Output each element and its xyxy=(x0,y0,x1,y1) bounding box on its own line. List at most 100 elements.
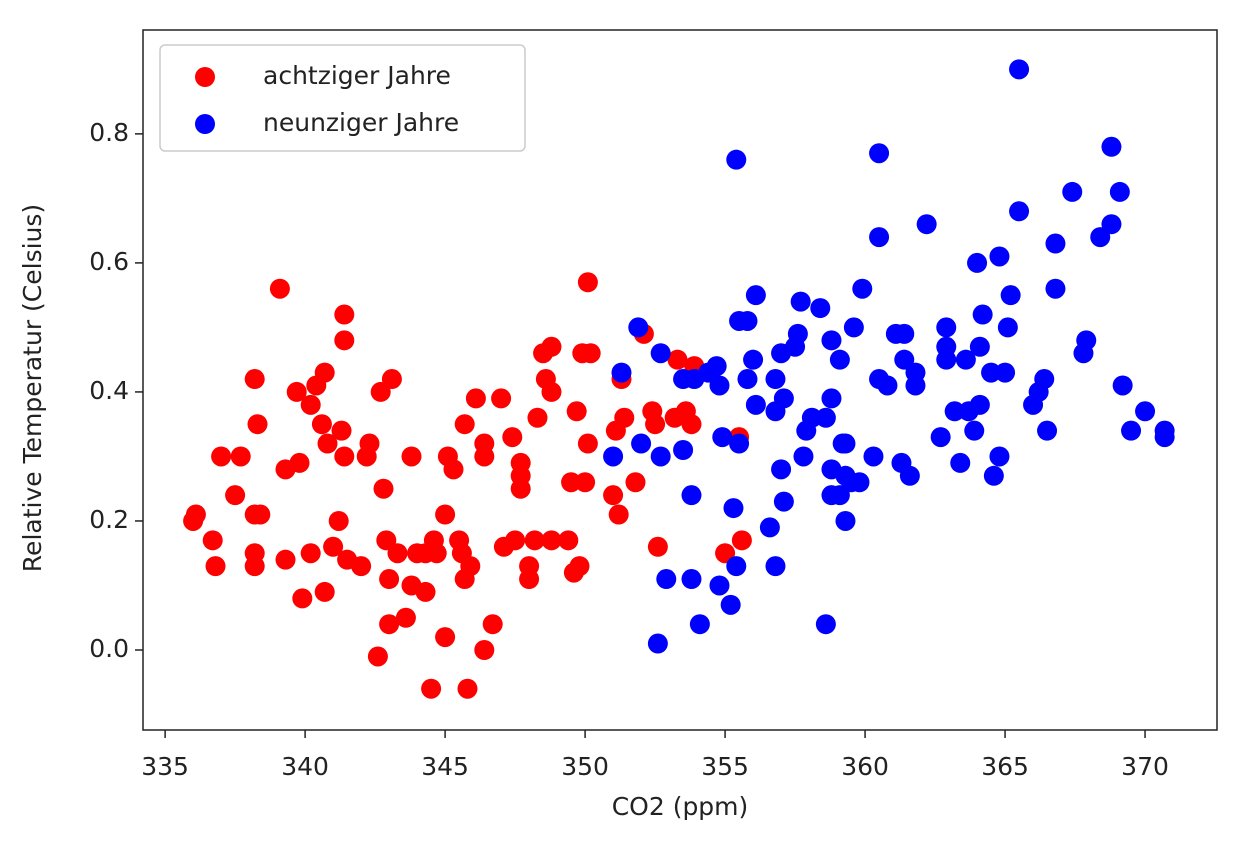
scatter-point xyxy=(737,310,758,331)
legend-marker xyxy=(195,114,215,134)
scatter-point xyxy=(603,446,624,467)
scatter-point xyxy=(435,627,456,648)
scatter-point xyxy=(1090,227,1111,248)
scatter-point xyxy=(300,394,321,415)
scatter-point xyxy=(989,446,1010,467)
scatter-point xyxy=(681,485,702,506)
scatter-point xyxy=(1034,369,1055,390)
scatter-point xyxy=(905,362,926,383)
plot-frame xyxy=(142,29,1218,731)
scatter-point xyxy=(967,252,988,273)
scatter-point xyxy=(465,388,486,409)
scatter-point xyxy=(367,646,388,667)
x-tick-label: 365 xyxy=(981,752,1029,781)
scatter-point xyxy=(1000,285,1021,306)
scatter-point xyxy=(745,285,766,306)
scatter-point xyxy=(628,317,649,338)
scatter-point xyxy=(314,581,335,602)
scatter-point xyxy=(474,446,495,467)
legend-box xyxy=(159,44,526,152)
scatter-point xyxy=(869,143,890,164)
scatter-point xyxy=(647,633,668,654)
scatter-point xyxy=(443,459,464,480)
x-tick-label: 355 xyxy=(701,752,749,781)
scatter-point xyxy=(667,349,688,370)
scatter-point xyxy=(541,381,562,402)
scatter-point xyxy=(225,485,246,506)
scatter-point xyxy=(765,556,786,577)
scatter-point xyxy=(793,446,814,467)
scatter-point xyxy=(647,536,668,557)
scatter-point xyxy=(331,420,352,441)
scatter-point xyxy=(950,452,971,473)
scatter-point xyxy=(185,504,206,525)
scatter-point xyxy=(1045,233,1066,254)
scatter-point xyxy=(771,459,792,480)
scatter-point xyxy=(289,452,310,473)
scatter-point xyxy=(292,588,313,609)
scatter-point xyxy=(502,427,523,448)
scatter-point xyxy=(474,640,495,660)
scatter-point xyxy=(899,465,920,486)
scatter-point xyxy=(569,556,590,577)
scatter-point xyxy=(566,401,587,422)
scatter-point xyxy=(645,414,666,435)
scatter-point xyxy=(983,465,1004,486)
scatter-point xyxy=(1121,420,1142,441)
x-tick-label: 360 xyxy=(841,752,889,781)
scatter-point xyxy=(1009,59,1030,80)
scatter-point xyxy=(524,530,545,551)
scatter-point xyxy=(577,433,598,454)
scatter-point xyxy=(821,388,842,409)
scatter-point xyxy=(1009,201,1030,222)
scatter-point xyxy=(673,440,694,460)
scatter-point xyxy=(611,362,632,383)
scatter-point xyxy=(650,446,671,467)
scatter-point xyxy=(849,472,870,493)
scatter-point xyxy=(995,362,1016,383)
scatter-point xyxy=(706,356,727,377)
scatter-point xyxy=(580,343,601,364)
scatter-point xyxy=(269,278,290,299)
scatter-point xyxy=(379,569,400,590)
scatter-point xyxy=(317,433,338,454)
y-tick-label: 0.2 xyxy=(89,505,129,534)
scatter-point xyxy=(829,485,850,506)
scatter-point xyxy=(603,485,624,506)
scatter-point xyxy=(726,149,747,170)
scatter-point xyxy=(491,388,512,409)
scatter-point xyxy=(561,472,582,493)
scatter-point xyxy=(614,407,635,428)
scatter-point xyxy=(202,530,223,551)
scatter-point xyxy=(723,498,744,519)
scatter-point xyxy=(715,543,736,564)
scatter-point xyxy=(244,556,265,577)
scatter-point xyxy=(852,278,873,299)
scatter-point xyxy=(955,349,976,370)
x-tick-label: 340 xyxy=(281,752,329,781)
x-tick-label: 350 xyxy=(561,752,609,781)
scatter-point xyxy=(810,298,831,319)
scatter-point xyxy=(250,504,271,525)
scatter-point xyxy=(773,388,794,409)
scatter-point xyxy=(379,614,400,635)
scatter-point xyxy=(211,446,232,467)
scatter-point xyxy=(577,272,598,293)
scatter-point xyxy=(421,678,442,699)
scatter-point xyxy=(1062,181,1083,202)
y-tick-label: 0.8 xyxy=(89,118,129,147)
scatter-point xyxy=(286,381,307,402)
scatter-point xyxy=(1101,136,1122,157)
scatter-point xyxy=(916,214,937,235)
scatter-point xyxy=(737,369,758,390)
y-tick-label: 0.6 xyxy=(89,247,129,276)
scatter-point xyxy=(454,414,475,435)
scatter-point xyxy=(541,530,562,551)
x-tick-label: 335 xyxy=(141,752,189,781)
scatter-point xyxy=(894,323,915,344)
scatter-point xyxy=(787,323,808,344)
scatter-point xyxy=(944,401,965,422)
legend-marker xyxy=(195,67,215,87)
scatter-point xyxy=(981,362,1002,383)
scatter-point xyxy=(835,433,856,454)
